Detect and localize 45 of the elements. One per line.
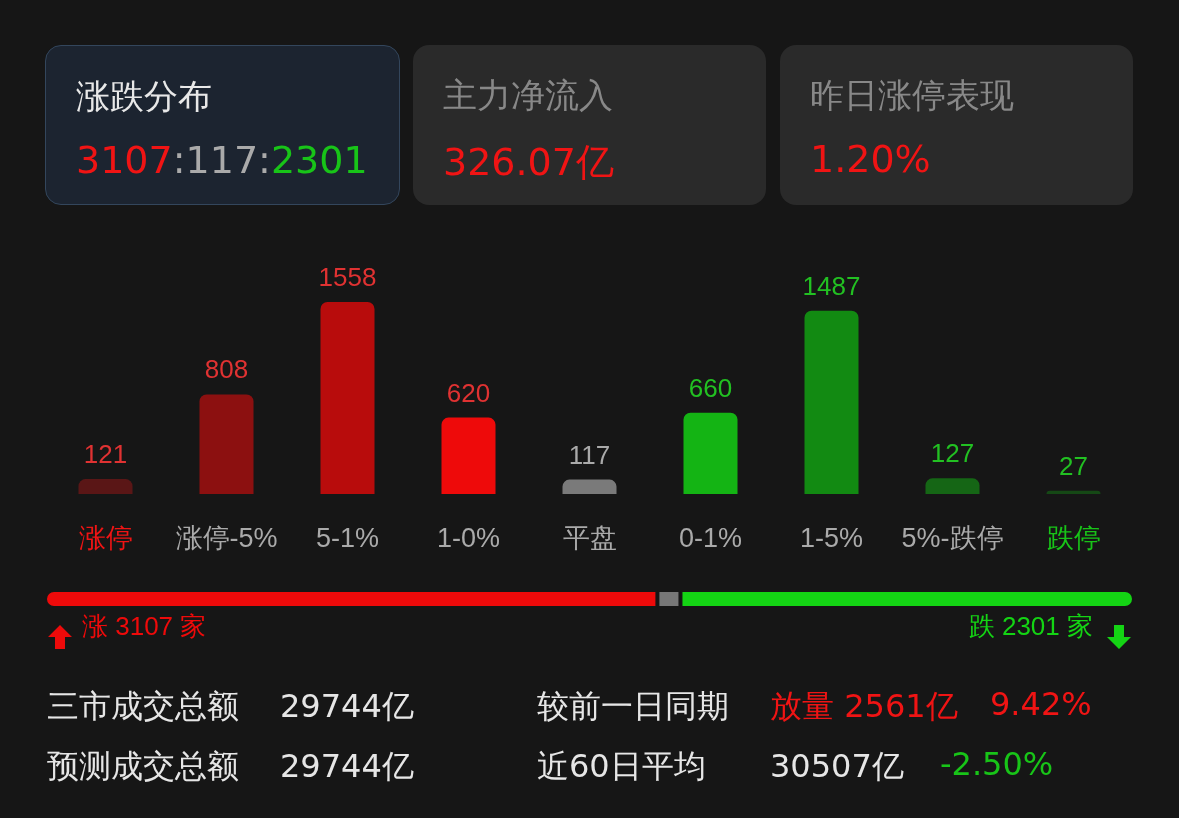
x-tick-label: 涨停 [78, 522, 133, 553]
text: 主力净流入 [443, 74, 613, 117]
data-label: 1487 [802, 270, 861, 301]
text: 涨跌分布 [76, 75, 212, 118]
x-tick-label: 5-1% [315, 522, 380, 553]
data-label: 620 [446, 377, 491, 408]
data-label: 1558 [318, 262, 377, 292]
text: -2.50% [940, 745, 1054, 783]
text: 近60日平均 [537, 746, 706, 787]
data-label: 127 [930, 438, 975, 469]
data-label: 跌 2301 家 [968, 611, 1093, 641]
data-label: 121 [83, 439, 128, 470]
bar [320, 302, 375, 494]
text: 放量 2561亿 [770, 686, 958, 727]
bar [683, 412, 738, 494]
data-label: 涨 3107 家 [82, 611, 207, 641]
x-tick-label: 1-0% [436, 522, 501, 553]
x-tick-label: 平盘 [562, 522, 617, 553]
text: 1.20% [810, 137, 931, 181]
bar [925, 478, 980, 494]
text: 较前一日同期 [537, 686, 729, 727]
data-label: 808 [204, 354, 249, 385]
x-tick-label: 1-5% [799, 522, 864, 553]
x-tick-label: 涨停-5% [175, 522, 278, 553]
text: 9.42% [990, 685, 1092, 723]
bar [1046, 490, 1101, 494]
text: 3107:117:2301 [76, 138, 368, 182]
text: 预测成交总额 [47, 746, 239, 787]
bar [441, 417, 496, 494]
text: 30507亿 [770, 746, 904, 787]
data-label: 27 [1059, 450, 1088, 481]
text: 326.07亿 [443, 139, 614, 186]
bar [199, 394, 254, 494]
data-label: 660 [688, 372, 733, 403]
x-tick-label: 跌停 [1046, 522, 1101, 553]
text: 三市成交总额 [47, 686, 239, 727]
bar [562, 479, 617, 494]
data-label: 117 [568, 439, 611, 470]
bar [78, 479, 133, 494]
x-tick-label: 5%-跌停 [901, 522, 1004, 553]
x-tick-label: 0-1% [678, 522, 743, 553]
text: 29744亿 [280, 746, 414, 787]
text: 29744亿 [280, 686, 414, 727]
bar [804, 310, 859, 494]
text: 昨日涨停表现 [810, 74, 1014, 117]
